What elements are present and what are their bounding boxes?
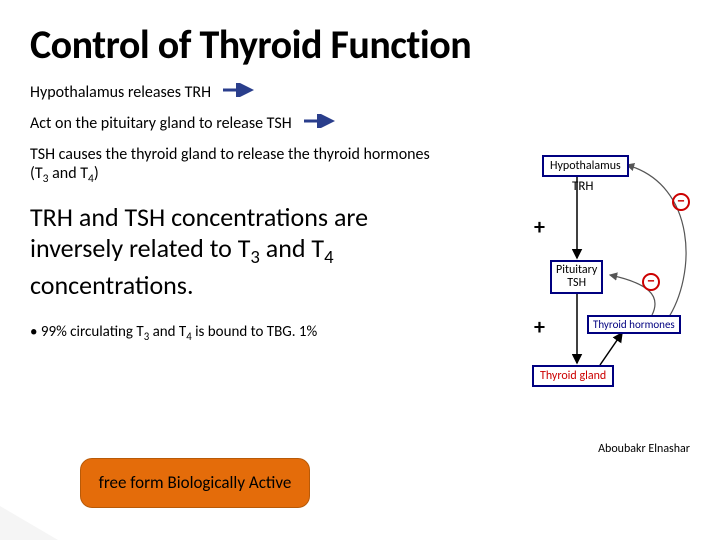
plus-icon: +: [534, 313, 545, 340]
page-title: Control of Thyroid Function: [0, 0, 720, 77]
node-thyroid-hormones: Thyroid hormones: [587, 315, 681, 334]
arrow-right-icon: [302, 114, 338, 133]
callout-free-form: free form Biologically Active: [80, 458, 310, 508]
minus-icon: −: [672, 193, 690, 211]
main-statement: TRH and TSH concentrations are inversely…: [0, 192, 430, 301]
line-t3t4-text: TSH causes the thyroid gland to release …: [30, 145, 430, 186]
feedback-diagram: Hypothalamus TRH + Pituitary TSH + Thyro…: [482, 155, 702, 400]
node-pituitary: Pituitary TSH: [550, 260, 603, 294]
decorative-corner: [0, 506, 58, 540]
line-tsh-text: Act on the pituitary gland to release TS…: [30, 114, 292, 133]
bullet-tbg: • 99% circulating T3 and T4 is bound to …: [0, 301, 420, 343]
node-thyroid-gland: Thyroid gland: [532, 365, 614, 387]
line-tsh: Act on the pituitary gland to release TS…: [0, 108, 720, 139]
plus-icon: +: [534, 213, 545, 240]
node-hypothalamus: Hypothalamus: [542, 155, 629, 177]
arrow-right-icon: [221, 83, 257, 102]
minus-icon: −: [642, 273, 660, 291]
line-trh-text: Hypothalamus releases TRH: [30, 83, 211, 102]
line-trh: Hypothalamus releases TRH: [0, 77, 720, 108]
label-trh: TRH: [572, 179, 594, 194]
author-credit: Aboubakr Elnashar: [598, 442, 690, 456]
